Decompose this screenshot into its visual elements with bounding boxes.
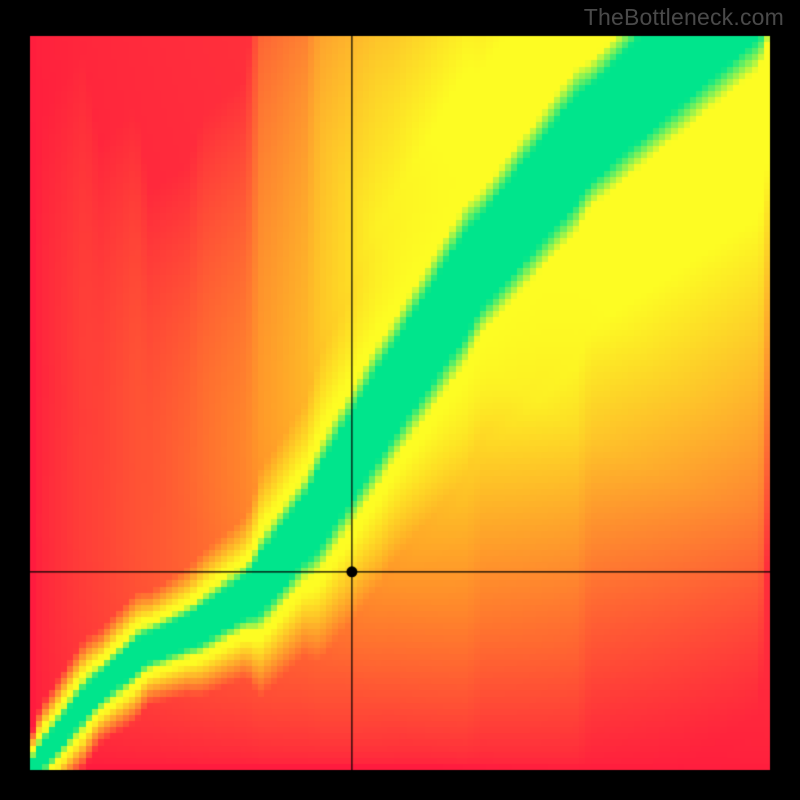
bottleneck-heatmap-canvas — [0, 0, 800, 800]
watermark-text: TheBottleneck.com — [584, 4, 784, 31]
chart-container: TheBottleneck.com — [0, 0, 800, 800]
